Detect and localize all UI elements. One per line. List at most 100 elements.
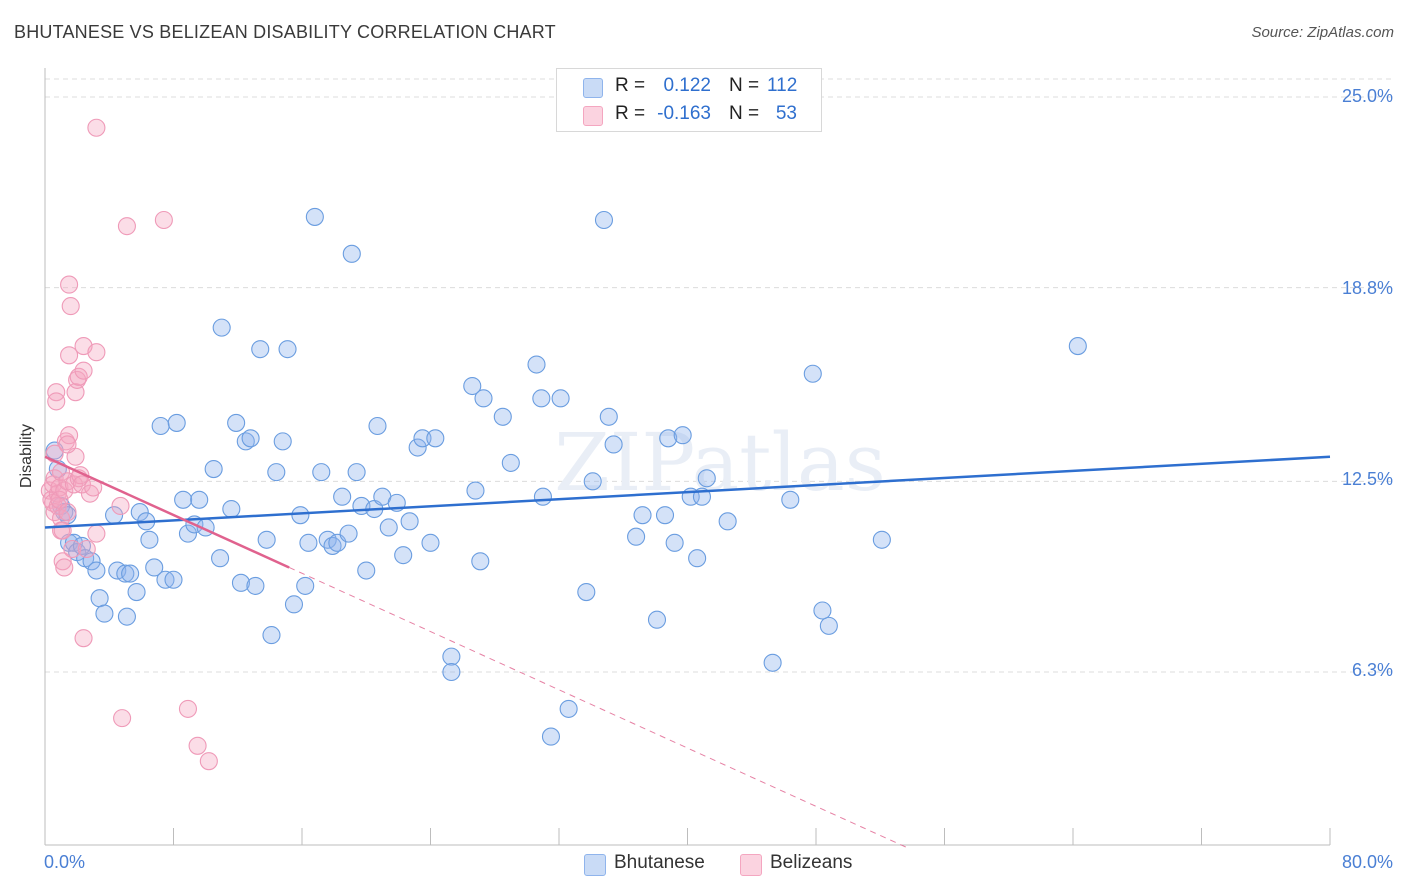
- bhutanese-point: [368, 416, 387, 436]
- belizeans-point: [188, 736, 207, 755]
- chart-title: BHUTANESE VS BELIZEAN DISABILITY CORRELA…: [14, 22, 556, 42]
- bhutanese-point: [87, 561, 106, 580]
- bhutanese-point: [164, 570, 183, 589]
- bhutanese-point: [718, 512, 737, 531]
- bhutanese-point: [222, 499, 241, 519]
- belizeans-trendline: [44, 455, 290, 569]
- bhutanese-point: [273, 432, 292, 451]
- bhutanese-trendline: [44, 455, 1331, 529]
- bhutanese-point: [819, 616, 838, 635]
- legend-n-value: 53: [775, 103, 797, 124]
- bhutanese-point: [116, 564, 135, 583]
- watermark-text: ZIPatlas: [554, 416, 886, 509]
- legend-r-value: 0.122: [663, 75, 711, 96]
- bhutanese-point: [246, 576, 265, 595]
- bhutanese-point: [655, 506, 675, 525]
- bhutanese-point: [781, 490, 800, 509]
- bhutanese-point: [357, 561, 376, 580]
- bhutanese-point: [659, 429, 678, 448]
- belizeans-point: [61, 297, 80, 316]
- bhutanese-point: [413, 429, 432, 448]
- bhutanese-point: [257, 530, 276, 549]
- bhutanese-point: [174, 490, 193, 509]
- belizeans-point: [77, 539, 96, 559]
- bhutanese-point: [541, 727, 561, 746]
- legend-row-belizeans: R = -0.163 N = 53: [557, 101, 821, 129]
- bhutanese-point: [647, 610, 667, 629]
- bhutanese-point: [493, 407, 512, 426]
- bhutanese-legend-swatch: [584, 854, 606, 876]
- bhutanese-point: [318, 530, 337, 549]
- belizeans-point: [87, 343, 106, 362]
- bhutanese-point: [231, 573, 251, 592]
- legend-n-label: N =: [729, 103, 760, 124]
- bhutanese-point: [421, 533, 440, 552]
- bhutanese-point: [140, 530, 159, 549]
- bhutanese-point: [442, 662, 461, 682]
- bhutanese-point: [227, 413, 246, 432]
- bhutanese-point: [291, 506, 310, 525]
- belizeans-point: [47, 383, 66, 402]
- bhutanese-point: [604, 435, 623, 454]
- bhutanese-point: [323, 536, 342, 555]
- bhutanese-point: [251, 340, 270, 359]
- bhutanese-point: [872, 530, 891, 549]
- bhutanese-swatch: [583, 78, 603, 98]
- belizeans-point: [178, 699, 198, 718]
- legend-r-label: R =: [615, 75, 646, 96]
- belizeans-point: [58, 503, 77, 522]
- legend-r-value: -0.163: [657, 103, 711, 124]
- belizeans-point: [87, 524, 106, 543]
- belizeans-point: [55, 558, 74, 577]
- bhutanese-point: [527, 355, 546, 374]
- bhutanese-point: [117, 607, 136, 626]
- bhutanese-point: [90, 589, 109, 608]
- bhutanese-point: [190, 490, 209, 509]
- belizeans-point: [47, 392, 66, 411]
- belizeans-point: [111, 496, 130, 516]
- bhutanese-point: [551, 389, 570, 408]
- bhutanese-point: [813, 601, 832, 620]
- bhutanese-point: [347, 463, 366, 482]
- bhutanese-point: [267, 463, 286, 482]
- bhutanese-point: [763, 653, 782, 672]
- legend-n-value: 112: [767, 75, 798, 96]
- belizeans-point: [69, 367, 88, 386]
- bhutanese-point: [466, 481, 485, 500]
- correlation-legend: R = 0.122 N = 112 R = -0.163 N = 53: [556, 68, 822, 132]
- belizeans-point: [74, 629, 93, 648]
- bhutanese-point: [296, 576, 315, 595]
- belizeans-legend-swatch: [740, 854, 762, 876]
- bhutanese-point: [151, 416, 170, 436]
- bhutanese-point: [426, 429, 445, 448]
- bhutanese-point: [400, 512, 419, 531]
- chart-source: Source: ZipAtlas.com: [1251, 24, 1394, 41]
- bhutanese-point: [633, 506, 652, 525]
- bhutanese-point: [130, 503, 149, 522]
- bhutanese-point: [211, 549, 230, 568]
- bhutanese-point: [167, 413, 186, 432]
- bhutanese-point: [442, 647, 461, 666]
- bhutanese-point: [532, 389, 551, 408]
- bhutanese-point: [463, 376, 482, 396]
- belizeans-legend-label: Belizeans: [770, 852, 853, 873]
- bhutanese-point: [501, 453, 520, 472]
- y-tick-label: 18.8%: [1341, 278, 1393, 298]
- bhutanese-point: [627, 527, 646, 546]
- bhutanese-point: [599, 407, 618, 426]
- belizeans-point: [60, 275, 79, 294]
- legend-r-label: R =: [615, 103, 646, 124]
- belizeans-point: [63, 539, 82, 559]
- y-tick-label: 25.0%: [1341, 86, 1393, 106]
- bhutanese-point: [178, 524, 198, 543]
- bhutanese-point: [121, 564, 140, 583]
- bhutanese-point: [577, 583, 596, 602]
- belizeans-point: [113, 709, 132, 728]
- bhutanese-point: [312, 463, 331, 482]
- bhutanese-point: [1068, 337, 1087, 356]
- belizeans-point: [60, 346, 79, 365]
- belizeans-point: [154, 210, 173, 230]
- bhutanese-point: [559, 699, 578, 718]
- belizeans-swatch: [583, 106, 603, 126]
